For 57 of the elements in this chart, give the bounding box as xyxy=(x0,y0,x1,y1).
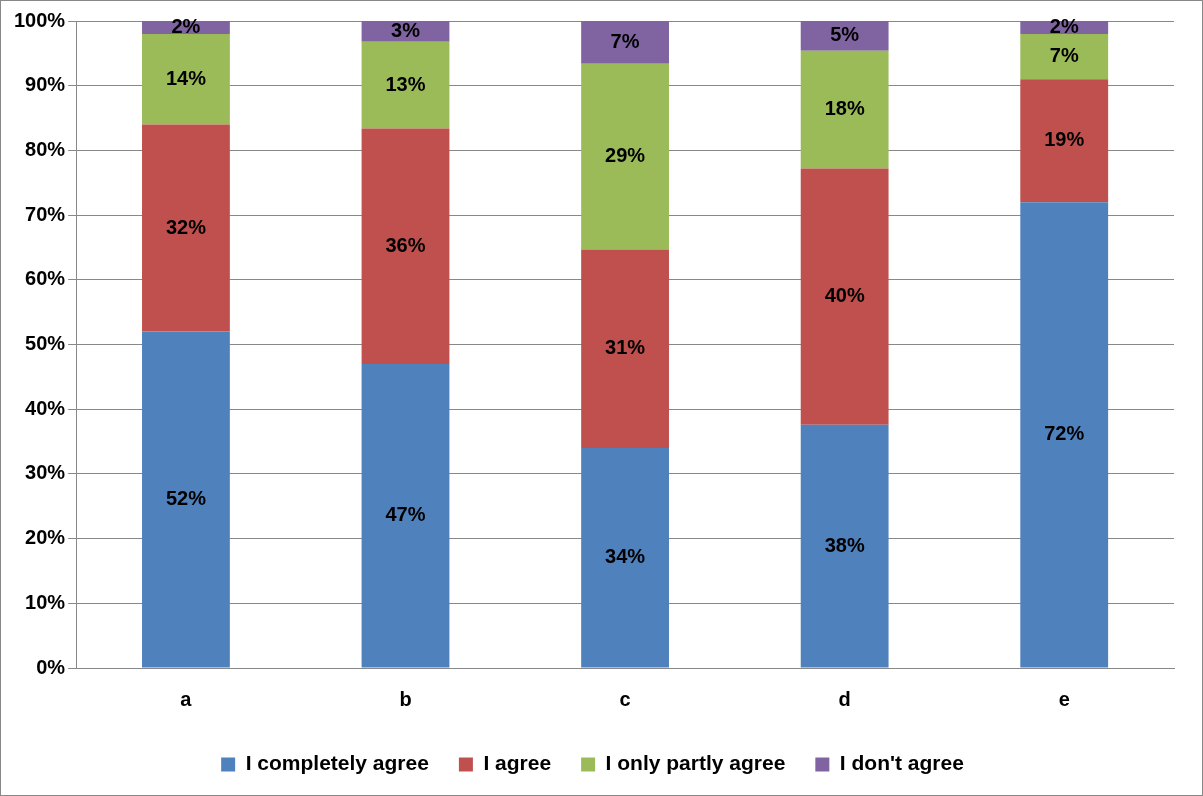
data-label: 31% xyxy=(605,336,646,359)
data-label: 5% xyxy=(830,23,860,46)
y-tick-label: 70% xyxy=(25,202,66,225)
legend-label: I completely agree xyxy=(245,751,429,775)
data-label: 19% xyxy=(1044,128,1085,151)
data-label: 32% xyxy=(165,215,207,238)
data-label: 13% xyxy=(385,72,426,95)
x-tick-label: a xyxy=(180,687,193,710)
data-label: 34% xyxy=(605,545,646,568)
bar xyxy=(800,424,889,668)
y-tick-label: 40% xyxy=(25,396,66,419)
bar xyxy=(1020,79,1109,203)
x-tick-label: c xyxy=(619,687,631,710)
data-label: 14% xyxy=(165,66,207,89)
y-tick-label: 100% xyxy=(14,8,66,31)
y-tick-label: 60% xyxy=(25,267,66,290)
bar xyxy=(581,448,669,668)
data-label: 18% xyxy=(824,97,865,120)
data-label: 72% xyxy=(1044,422,1085,445)
data-label: 7% xyxy=(1049,44,1079,67)
bar xyxy=(581,63,669,250)
y-tick-label: 30% xyxy=(25,461,66,484)
legend-label: I agree xyxy=(483,751,552,775)
bar xyxy=(800,21,889,51)
data-label: 47% xyxy=(385,503,426,526)
data-label: 40% xyxy=(824,284,865,307)
bar xyxy=(1020,33,1109,80)
data-label: 3% xyxy=(391,18,421,41)
data-label: 2% xyxy=(171,14,201,37)
legend-label: I don't agree xyxy=(839,751,964,775)
bar xyxy=(142,331,230,668)
bar xyxy=(581,249,669,449)
bar xyxy=(800,50,889,169)
bar xyxy=(361,363,450,668)
bar xyxy=(800,168,889,425)
y-tick-label: 10% xyxy=(25,590,66,613)
data-label: 2% xyxy=(1049,14,1079,37)
bar xyxy=(361,41,450,129)
bar xyxy=(361,128,450,364)
x-tick-label: e xyxy=(1058,687,1070,710)
x-tick-label: d xyxy=(838,687,851,710)
bar xyxy=(142,33,230,125)
bar xyxy=(1020,202,1109,668)
legend-label: I only partly agree xyxy=(605,751,786,775)
y-tick-label: 0% xyxy=(36,655,66,678)
y-tick-label: 90% xyxy=(25,73,66,96)
data-label: 7% xyxy=(610,29,640,52)
x-tick-label: b xyxy=(399,687,412,710)
bar xyxy=(581,21,669,64)
data-label: 29% xyxy=(605,144,646,167)
data-label: 38% xyxy=(824,533,865,556)
y-tick-label: 50% xyxy=(25,332,66,355)
y-tick-label: 20% xyxy=(25,526,66,549)
data-label: 36% xyxy=(385,233,426,256)
y-tick-label: 80% xyxy=(25,137,66,160)
bar xyxy=(142,124,230,332)
data-label: 52% xyxy=(165,487,207,510)
